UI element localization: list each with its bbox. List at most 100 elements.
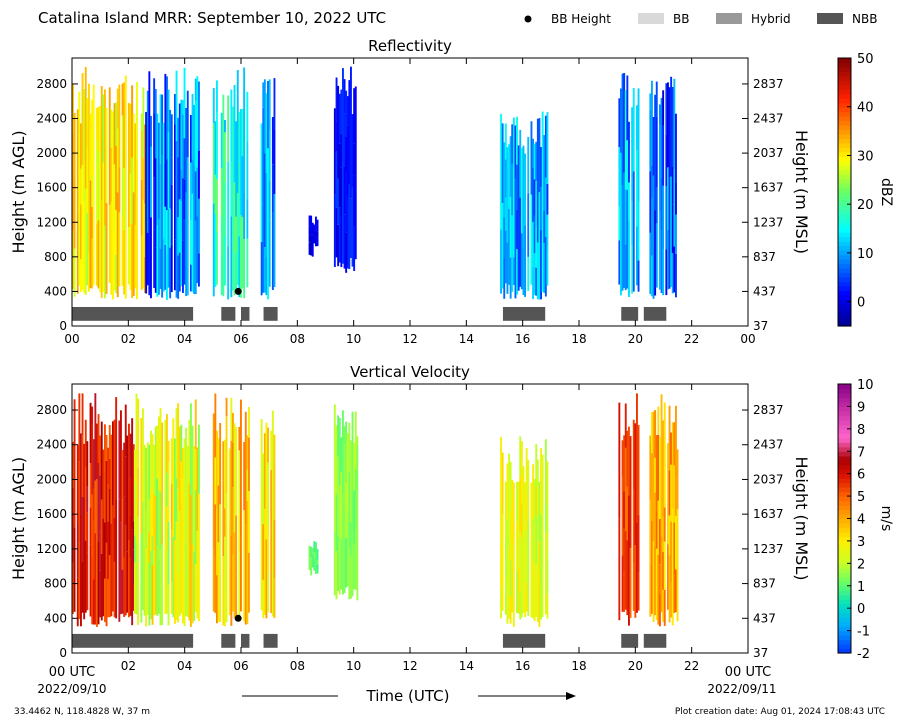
colorbar-segment — [838, 549, 851, 555]
heatmap-cell — [191, 93, 194, 160]
heatmap-cell — [136, 81, 138, 160]
heatmap-cell — [228, 448, 231, 522]
heatmap-cell — [222, 157, 225, 297]
heatmap-cell — [217, 542, 220, 622]
heatmap-cell — [532, 518, 534, 560]
colorbar-tick-label: 7 — [857, 445, 865, 460]
heatmap-cell — [72, 562, 74, 614]
heatmap-cell — [118, 212, 121, 287]
heatmap-cell — [538, 541, 541, 582]
heatmap-cell — [121, 217, 124, 286]
y-tick-label-right: 1637 — [753, 181, 784, 195]
colorbar-tick-label: 30 — [857, 149, 874, 164]
heatmap-cell — [508, 453, 510, 522]
heatmap-cell — [246, 469, 249, 501]
heatmap-cell — [270, 469, 273, 531]
x-axis-label: Time (UTC) — [366, 687, 450, 705]
heatmap-cell — [170, 529, 173, 582]
heatmap-cell — [623, 172, 626, 289]
heatmap-cell — [238, 112, 241, 163]
heatmap-cell — [121, 83, 124, 116]
heatmap-cell — [166, 210, 168, 254]
heatmap-cell — [140, 533, 143, 623]
heatmap-cell — [353, 442, 356, 491]
heatmap-cell — [96, 166, 98, 224]
heatmap-cell — [186, 90, 189, 158]
heatmap-cell — [83, 158, 86, 201]
heatmap-cell — [271, 164, 274, 213]
heatmap-cell — [240, 399, 242, 537]
heatmap-cell — [540, 272, 542, 300]
colorbar-segment — [838, 428, 851, 434]
heatmap-cell — [129, 558, 132, 616]
heatmap-cell — [214, 504, 217, 557]
heatmap-cell — [248, 490, 250, 553]
heatmap-cell — [196, 167, 199, 217]
heatmap-cell — [673, 575, 676, 613]
heatmap-cell — [198, 198, 200, 254]
heatmap-cell — [150, 489, 152, 551]
heatmap-cell — [241, 156, 244, 217]
heatmap-cell — [246, 199, 249, 239]
heatmap-cell — [166, 506, 168, 551]
heatmap-cell — [520, 503, 523, 538]
heatmap-cell — [354, 86, 357, 144]
heatmap-cell — [671, 87, 674, 167]
heatmap-cell — [501, 123, 504, 203]
heatmap-cell — [516, 544, 518, 571]
heatmap-cell — [335, 425, 338, 439]
colorbar-segment — [838, 644, 851, 650]
heatmap-cell — [73, 399, 76, 528]
heatmap-cell — [524, 225, 526, 297]
heatmap-cell — [91, 424, 94, 495]
heatmap-cell — [524, 153, 526, 226]
colorbar-segment — [838, 98, 851, 104]
heatmap-cell — [230, 397, 233, 441]
heatmap-cell — [170, 114, 173, 158]
heatmap-cell — [151, 535, 154, 565]
heatmap-cell — [501, 452, 504, 514]
heatmap-cell — [659, 104, 661, 126]
heatmap-cell — [123, 442, 126, 497]
x-tick-label: 14 — [459, 659, 474, 673]
y-tick-label-right: 2437 — [753, 112, 784, 126]
heatmap-cell — [185, 427, 188, 543]
colorbar-segment — [838, 205, 851, 211]
heatmap-cell — [96, 108, 98, 140]
heatmap-cell — [161, 155, 164, 240]
heatmap-cell — [170, 244, 173, 293]
heatmap-cell — [191, 425, 194, 546]
heatmap-cell — [123, 557, 126, 617]
heatmap-cell — [533, 478, 536, 526]
colorbar-segment — [838, 308, 851, 314]
heatmap-cell — [516, 521, 518, 545]
heatmap-cell — [262, 107, 265, 204]
heatmap-cell — [535, 515, 538, 564]
heatmap-cell — [190, 264, 192, 292]
heatmap-cell — [159, 163, 162, 249]
heatmap-cell — [76, 445, 79, 523]
footer-start-time: 00 UTC — [49, 665, 95, 680]
heatmap-cell — [100, 499, 103, 554]
heatmap-cell — [527, 520, 530, 616]
heatmap-cell — [652, 411, 655, 541]
heatmap-cell — [92, 84, 95, 161]
heatmap-cell — [219, 564, 222, 623]
heatmap-cell — [178, 510, 181, 617]
heatmap-cell — [628, 495, 630, 626]
heatmap-cell — [225, 493, 228, 554]
heatmap-cell — [132, 549, 135, 586]
heatmap-cell — [100, 86, 103, 130]
heatmap-cell — [186, 560, 189, 618]
heatmap-cell — [96, 479, 98, 568]
y-tick-label: 0 — [59, 646, 67, 660]
heatmap-cell — [97, 106, 100, 151]
heatmap-cell — [675, 113, 677, 183]
heatmap-cell — [262, 203, 265, 293]
heatmap-cell — [132, 192, 135, 296]
heatmap-cell — [96, 423, 98, 480]
colorbar-segment — [838, 415, 851, 421]
heatmap-cell — [154, 158, 157, 248]
heatmap-cell — [651, 255, 653, 297]
heatmap-cell — [350, 556, 352, 599]
